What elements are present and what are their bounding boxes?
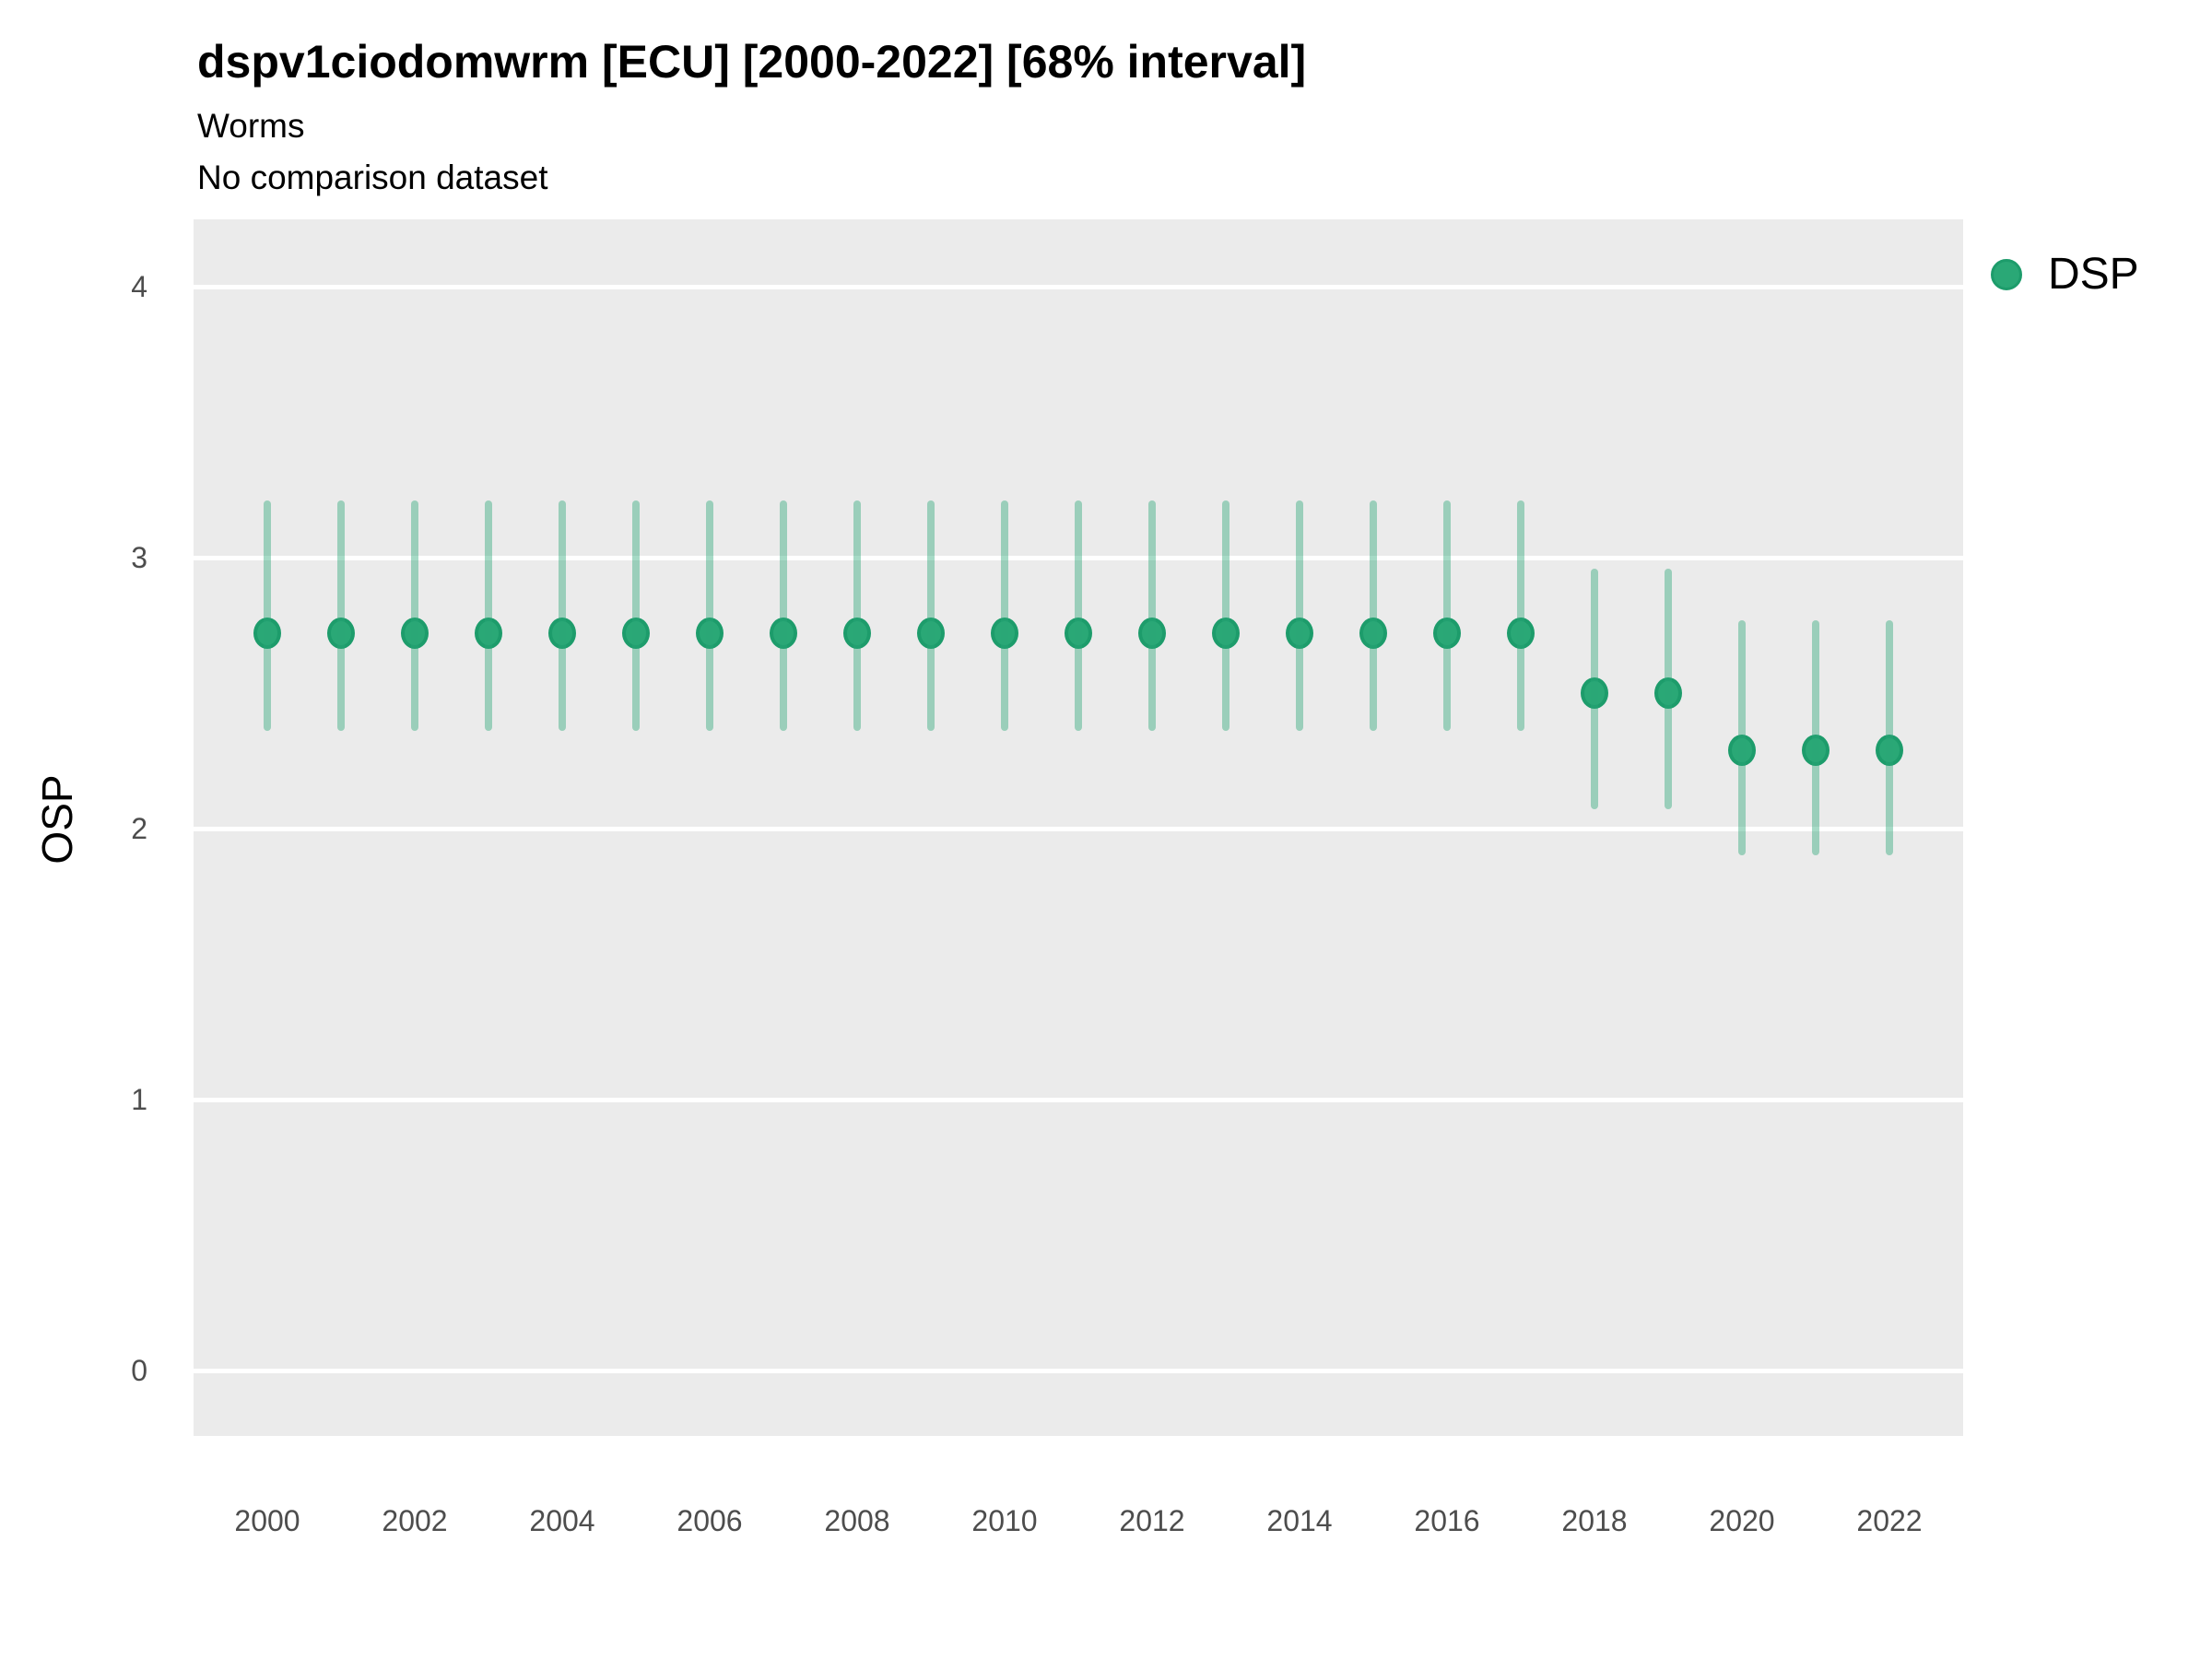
data-point-2013 — [1212, 618, 1240, 650]
interval-bar-2015 — [1370, 500, 1377, 732]
interval-bar-2007 — [780, 500, 787, 732]
x-tick-label-2008: 2008 — [824, 1504, 890, 1537]
interval-bar-2006 — [706, 500, 713, 732]
data-point-2019 — [1654, 677, 1682, 709]
interval-bar-2005 — [632, 500, 640, 732]
interval-bar-2016 — [1443, 500, 1451, 732]
legend-dsp-swatch-icon — [1991, 259, 2022, 290]
data-point-2018 — [1581, 677, 1608, 709]
interval-bar-2009 — [927, 500, 935, 732]
x-tick-label-2014: 2014 — [1266, 1504, 1333, 1537]
data-point-2015 — [1359, 618, 1387, 650]
data-point-2022 — [1876, 734, 1903, 766]
gridline-y-0 — [194, 1369, 1963, 1373]
data-point-2016 — [1433, 618, 1461, 650]
y-tick-label-1: 1 — [131, 1083, 147, 1116]
gridline-y-4 — [194, 285, 1963, 289]
data-point-2006 — [696, 618, 724, 650]
interval-bar-2001 — [337, 500, 345, 732]
data-point-2017 — [1507, 618, 1535, 650]
interval-bar-2019 — [1665, 568, 1672, 810]
gridline-y-3 — [194, 556, 1963, 560]
interval-bar-2003 — [485, 500, 492, 732]
chart-title: dspv1ciodomwrm [ECU] [2000-2022] [68% in… — [197, 36, 1307, 88]
x-tick-label-2002: 2002 — [382, 1504, 448, 1537]
interval-bar-2004 — [559, 500, 566, 732]
data-point-2008 — [843, 618, 871, 650]
interval-bar-2018 — [1591, 568, 1598, 810]
x-tick-label-2016: 2016 — [1414, 1504, 1480, 1537]
data-point-2007 — [770, 618, 797, 650]
y-tick-label-3: 3 — [131, 541, 147, 574]
data-point-2014 — [1286, 618, 1313, 650]
x-tick-label-2012: 2012 — [1119, 1504, 1185, 1537]
data-point-2004 — [548, 618, 576, 650]
gridline-y-2 — [194, 827, 1963, 831]
data-point-2020 — [1728, 734, 1756, 766]
y-axis-title: OSP — [33, 774, 81, 865]
gridline-y-1 — [194, 1098, 1963, 1102]
data-point-2021 — [1802, 734, 1830, 766]
legend: DSP — [1991, 251, 2139, 299]
data-point-2001 — [327, 618, 355, 650]
x-tick-label-2020: 2020 — [1709, 1504, 1775, 1537]
data-point-2012 — [1138, 618, 1166, 650]
interval-bar-2014 — [1296, 500, 1303, 732]
x-tick-label-2022: 2022 — [1856, 1504, 1923, 1537]
data-point-2009 — [917, 618, 945, 650]
x-tick-label-2000: 2000 — [234, 1504, 300, 1537]
interval-bar-2017 — [1517, 500, 1524, 732]
interval-bar-2008 — [853, 500, 861, 732]
plot-area — [194, 219, 1963, 1436]
y-tick-label-2: 2 — [131, 812, 147, 845]
interval-bar-2022 — [1886, 619, 1893, 856]
chart-subtitle: Worms — [197, 107, 305, 145]
y-tick-label-4: 4 — [131, 270, 147, 303]
x-tick-label-2010: 2010 — [971, 1504, 1038, 1537]
y-tick-label-0: 0 — [131, 1354, 147, 1387]
data-point-2002 — [401, 618, 429, 650]
interval-bar-2000 — [264, 500, 271, 732]
data-point-2010 — [991, 618, 1018, 650]
interval-bar-2012 — [1148, 500, 1156, 732]
interval-bar-2020 — [1738, 619, 1746, 856]
data-point-2005 — [622, 618, 650, 650]
data-point-2000 — [253, 618, 281, 650]
x-tick-label-2006: 2006 — [677, 1504, 743, 1537]
data-point-2003 — [475, 618, 502, 650]
comparison-note: No comparison dataset — [197, 159, 548, 196]
legend-dsp-label: DSP — [2048, 250, 2139, 299]
interval-bar-2011 — [1075, 500, 1082, 732]
x-tick-label-2004: 2004 — [529, 1504, 595, 1537]
interval-bar-2021 — [1812, 619, 1819, 856]
interval-bar-2013 — [1222, 500, 1230, 732]
x-tick-label-2018: 2018 — [1561, 1504, 1628, 1537]
data-point-2011 — [1065, 618, 1092, 650]
interval-bar-2002 — [411, 500, 418, 732]
interval-bar-2010 — [1001, 500, 1008, 732]
